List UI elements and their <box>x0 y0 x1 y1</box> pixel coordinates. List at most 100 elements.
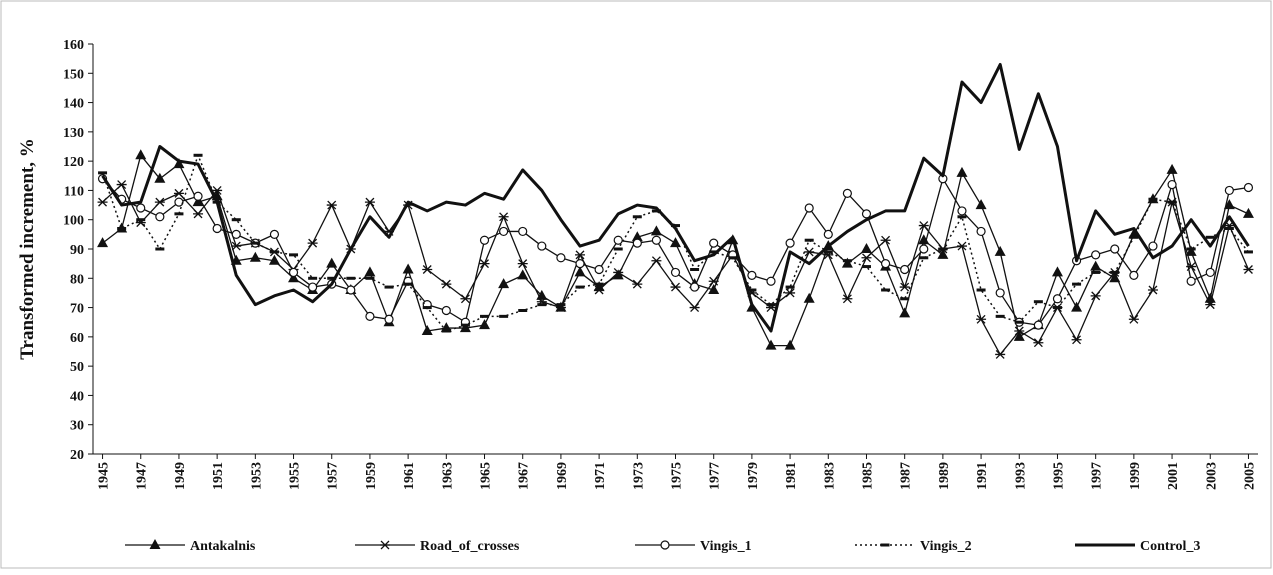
marker-star <box>307 238 318 248</box>
marker-circle <box>613 235 623 245</box>
marker-dash <box>98 171 108 175</box>
marker-star <box>441 279 452 289</box>
y-tick-label: 110 <box>64 184 84 199</box>
marker-circle <box>136 203 146 213</box>
x-tick-label: 2005 <box>1242 462 1257 490</box>
marker-triangle <box>498 278 510 289</box>
marker-triangle <box>1013 330 1025 341</box>
marker-triangle <box>975 199 987 210</box>
marker-circle <box>288 267 299 278</box>
marker-star <box>380 540 390 550</box>
marker-circle <box>1205 267 1215 278</box>
marker-dash <box>384 285 394 289</box>
y-tick-label: 130 <box>63 126 84 141</box>
marker-dash <box>1148 197 1158 201</box>
y-tick-label: 160 <box>63 38 84 53</box>
marker-dash <box>480 314 490 318</box>
marker-circle <box>747 270 757 280</box>
marker-triangle <box>918 234 930 245</box>
marker-circle <box>919 244 929 254</box>
series-line <box>101 63 1250 333</box>
marker-circle <box>1091 250 1101 260</box>
marker-dash <box>1224 227 1234 230</box>
x-tick-label: 1949 <box>173 462 188 490</box>
marker-dash <box>1052 306 1062 310</box>
marker-circle <box>346 285 356 295</box>
marker-dash <box>1186 247 1196 251</box>
legend-label: Vingis_1 <box>700 539 752 554</box>
marker-dash <box>1167 200 1177 204</box>
marker-dash <box>594 282 604 286</box>
marker-triangle <box>765 339 777 350</box>
marker-triangle <box>364 266 376 277</box>
marker-triangle <box>1090 260 1102 271</box>
y-axis-label: Transformed increment, % <box>17 138 38 359</box>
marker-star <box>1147 285 1158 295</box>
y-tick-label: 70 <box>70 302 84 317</box>
marker-dash <box>403 282 413 286</box>
marker-triangle <box>402 263 414 274</box>
x-tick-label: 1973 <box>631 462 646 490</box>
marker-star <box>326 200 337 210</box>
marker-dash <box>1072 282 1082 286</box>
x-tick-label: 1987 <box>899 462 914 490</box>
x-tick-label: 1975 <box>670 462 685 490</box>
marker-triangle <box>268 254 280 265</box>
marker-dash <box>155 247 165 251</box>
marker-dash <box>938 247 948 251</box>
marker-triangle <box>1242 207 1254 218</box>
marker-star <box>231 241 242 251</box>
x-tick-label: 1989 <box>937 462 952 490</box>
y-tick-label: 120 <box>63 155 84 170</box>
marker-triangle <box>517 269 529 280</box>
x-tick-label: 1963 <box>440 462 455 490</box>
marker-circle <box>537 241 547 251</box>
marker-circle <box>1052 294 1063 304</box>
marker-dash <box>575 285 585 289</box>
marker-star <box>613 267 624 277</box>
marker-star <box>575 250 586 260</box>
marker-triangle <box>154 172 166 183</box>
marker-star <box>670 282 681 292</box>
marker-triangle <box>1223 199 1235 210</box>
marker-circle <box>957 206 967 216</box>
x-tick-label: 1981 <box>784 462 799 490</box>
marker-dash <box>957 215 967 219</box>
marker-star <box>498 212 509 222</box>
marker-circle <box>1224 185 1234 196</box>
marker-dash <box>690 268 700 271</box>
marker-star <box>1205 300 1216 310</box>
x-tick-label: 1979 <box>746 462 761 490</box>
marker-dash <box>881 288 891 292</box>
marker-triangle <box>1166 163 1178 174</box>
marker-star <box>1090 291 1101 301</box>
x-tick-label: 1957 <box>326 462 341 490</box>
x-tick-label: 1983 <box>822 462 837 490</box>
marker-triangle <box>249 251 261 262</box>
marker-circle <box>823 229 833 239</box>
marker-circle <box>976 226 986 237</box>
marker-dash <box>709 250 719 254</box>
x-tick-label: 1985 <box>860 462 875 490</box>
marker-circle <box>651 235 662 245</box>
marker-circle <box>308 282 318 292</box>
marker-triangle <box>937 248 949 259</box>
x-tick-label: 1967 <box>517 462 532 490</box>
marker-circle <box>766 276 776 286</box>
marker-circle <box>709 238 719 248</box>
marker-dash <box>460 323 470 327</box>
x-tick-label: 1953 <box>249 462 264 490</box>
marker-circle <box>842 188 852 198</box>
marker-dash <box>613 247 623 251</box>
legend-label: Road_of_crosses <box>420 539 520 554</box>
marker-circle <box>900 264 910 275</box>
marker-triangle <box>326 257 338 268</box>
marker-circle <box>499 226 509 237</box>
marker-circle <box>632 238 642 248</box>
marker-circle <box>174 197 184 207</box>
marker-dash <box>556 303 566 307</box>
x-tick-label: 1961 <box>402 462 417 490</box>
marker-triangle <box>708 284 720 294</box>
marker-triangle <box>899 307 911 318</box>
marker-dash <box>995 314 1005 318</box>
